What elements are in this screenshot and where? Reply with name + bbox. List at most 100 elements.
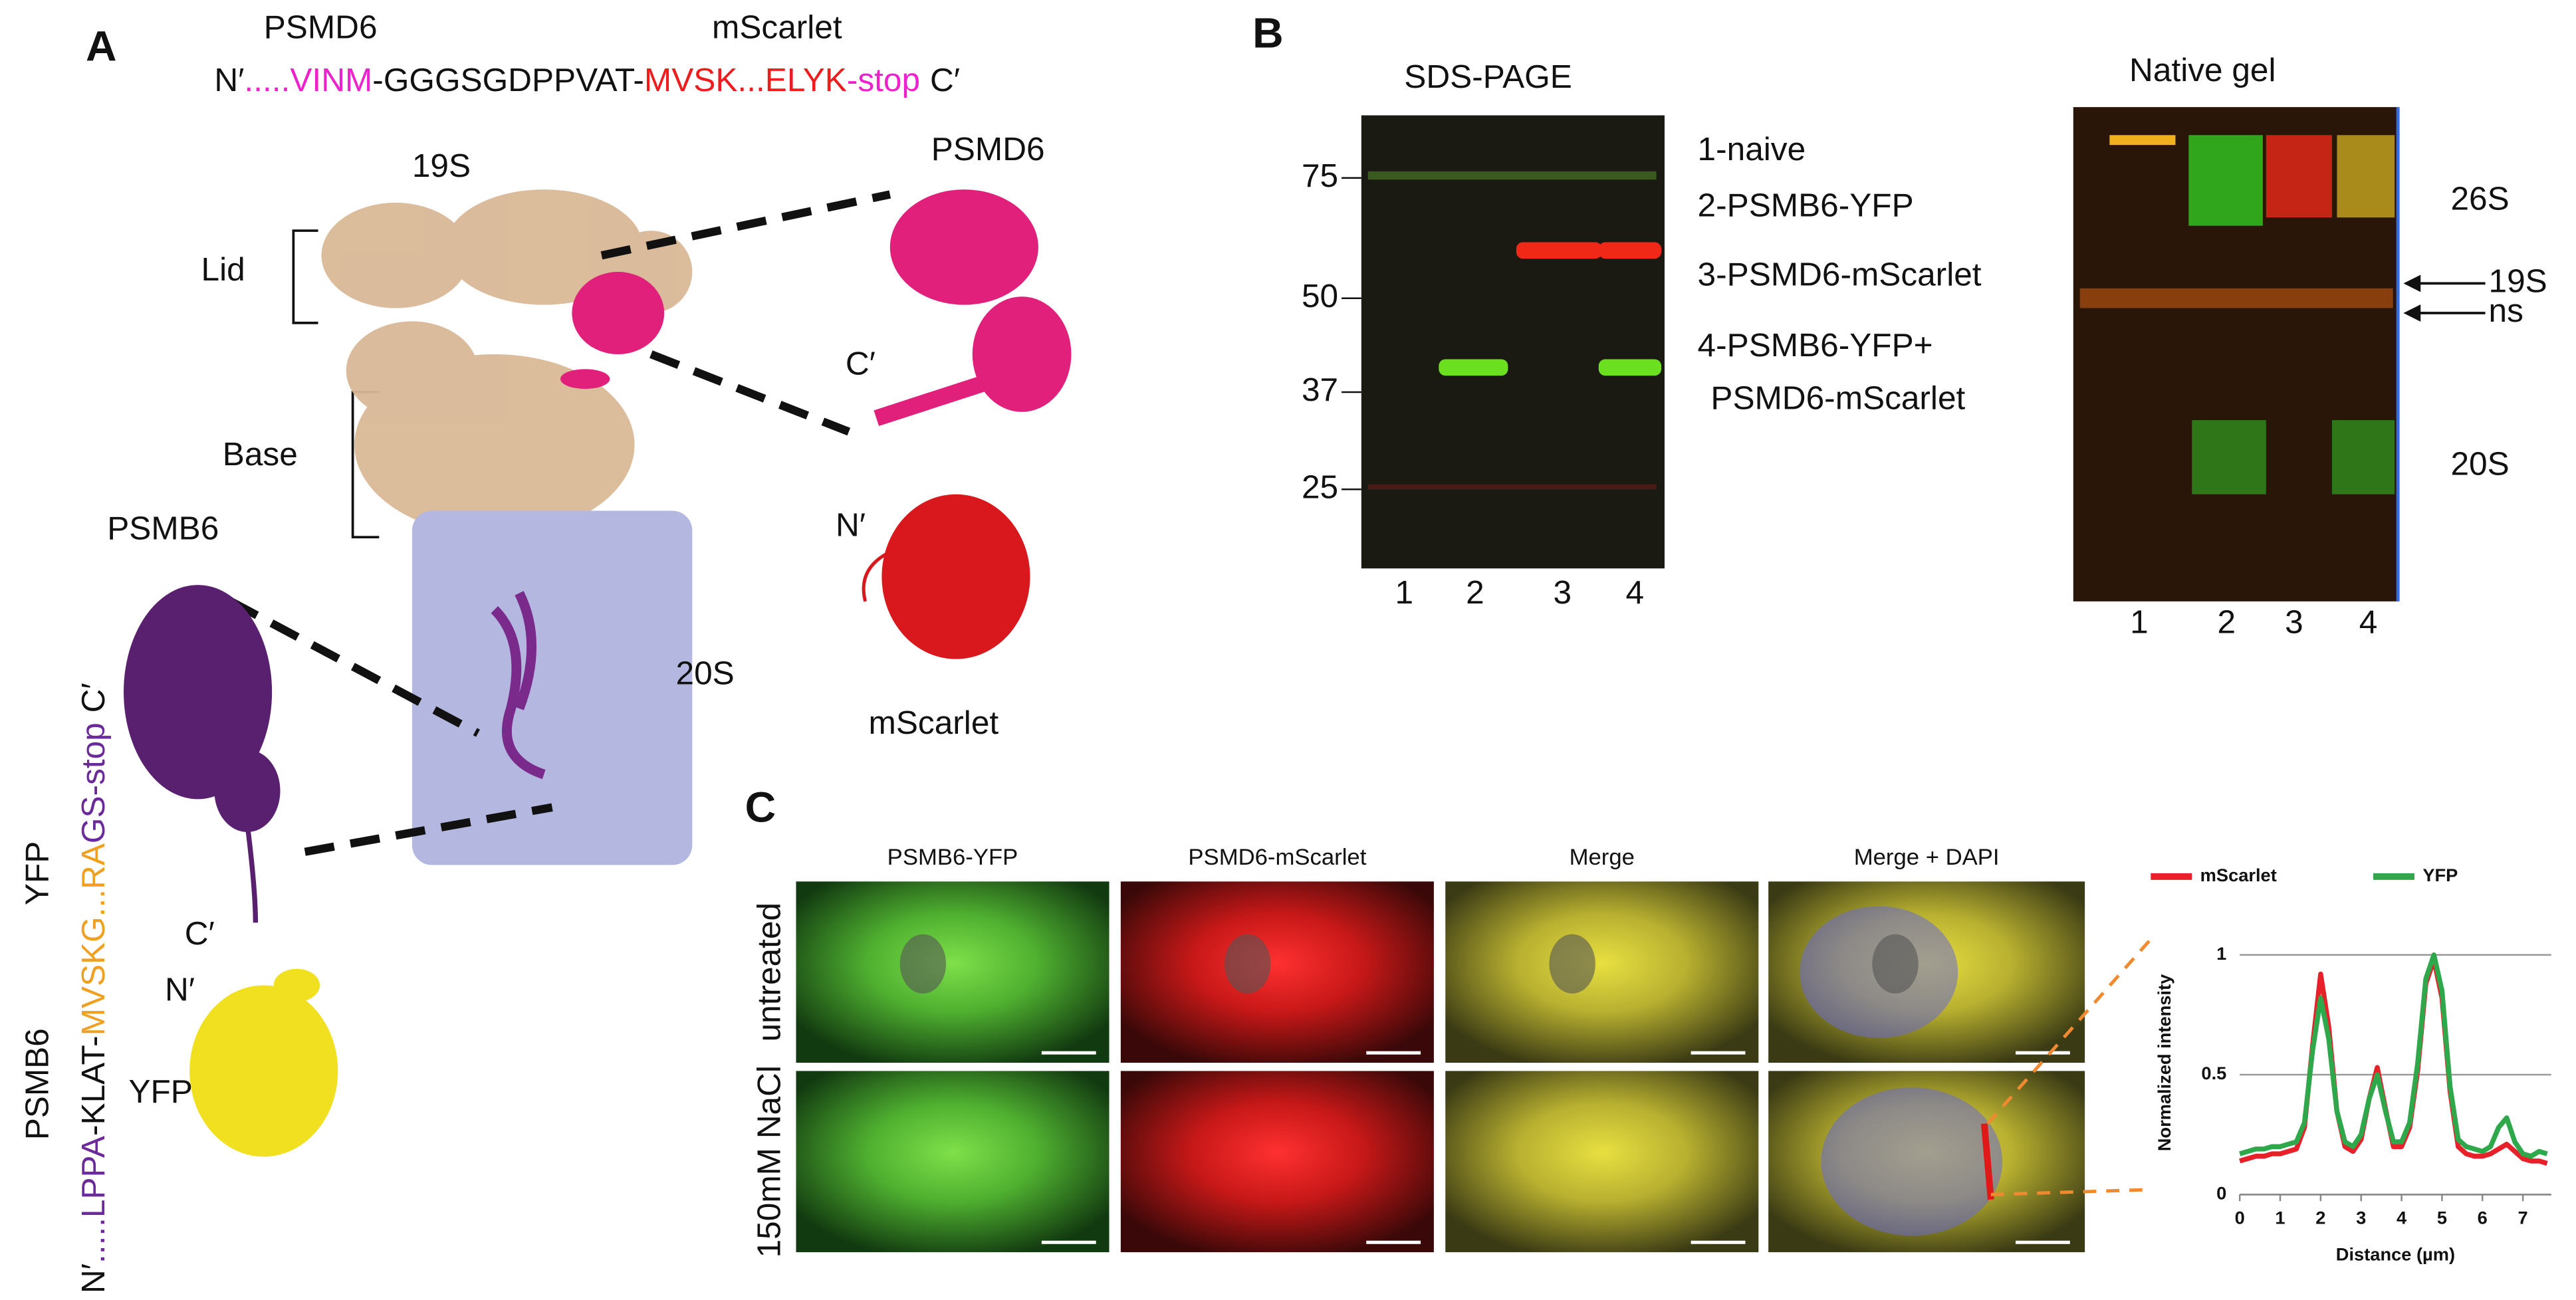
terminus-label: C′ [185, 915, 215, 952]
micrographs [796, 881, 2085, 1253]
shape [214, 749, 281, 832]
seq-part: -GGGSGDPPVAT- [372, 61, 644, 98]
row-label: 150mM NaCl [750, 1065, 787, 1257]
seq-part: -stop [847, 61, 920, 98]
ladder-ticks [1342, 177, 1361, 490]
lane-number: 2 [2218, 603, 2236, 641]
micrograph [796, 1071, 1110, 1253]
band [2109, 135, 2176, 146]
panel-label: B [1252, 9, 1284, 57]
seq-part: .....VINM [244, 61, 372, 98]
shape [321, 202, 470, 308]
line-chart: 0 0.5 1 0 1 2 3 4 5 6 7 Normalized intensity Distanc… [2151, 865, 2551, 1264]
panel-label: A [86, 22, 117, 70]
band [1598, 242, 1662, 259]
dash [304, 803, 553, 856]
complex-label: 19S [412, 147, 471, 184]
seq-part: MVSK...ELYK [644, 61, 847, 98]
y-tick-label: 0 [2216, 1183, 2226, 1204]
y-axis-label: Normalized intensity [2154, 974, 2174, 1151]
band [1516, 242, 1602, 259]
x-tick-label: 4 [2397, 1208, 2407, 1228]
lane-number: 2 [1466, 574, 1484, 611]
shape [881, 494, 1030, 659]
psmd6-in-complex [560, 272, 665, 389]
protein-label: PSMB6 [107, 509, 219, 546]
x-tick-label: 2 [2315, 1208, 2325, 1228]
data-line [2239, 952, 2548, 1159]
lane-number: 1 [1395, 574, 1413, 611]
dash [600, 190, 891, 260]
seq-part: MVSKG...RA [74, 843, 112, 1035]
protein-label: YFP [128, 1073, 192, 1110]
shape [124, 585, 273, 800]
panel-label: C [745, 784, 776, 831]
arrows [2403, 274, 2486, 322]
column-header: Merge [1570, 845, 1635, 870]
structure-19s [321, 189, 693, 536]
micrograph [1120, 1071, 1434, 1253]
seq-part: C′ [930, 61, 960, 98]
x-tick-label: 1 [2275, 1208, 2285, 1228]
lane-number: 1 [2130, 603, 2149, 641]
shape [560, 369, 610, 389]
x-tick-label: 7 [2518, 1208, 2528, 1228]
shape [346, 321, 479, 421]
ladder-label: 75 [1302, 157, 1338, 194]
band [1367, 484, 1657, 490]
micrograph [1445, 1071, 1759, 1253]
x-tick-label: 0 [2235, 1208, 2245, 1228]
shape [445, 189, 643, 305]
data-line [2239, 957, 2548, 1166]
dash [649, 350, 851, 436]
dash [1986, 938, 2153, 1125]
mscarlet-structure [862, 494, 1030, 659]
sds-bands [1367, 171, 1662, 490]
lane-number: 3 [1553, 574, 1572, 611]
shape [189, 985, 338, 1157]
lane-legend: PSMD6-mScarlet [1710, 379, 1965, 417]
lane-legend: 4-PSMB6-YFP+ [1698, 326, 1933, 364]
seq-part: N′ [74, 1263, 112, 1293]
protein-label: PSMD6 [931, 130, 1045, 167]
ladder-label: 50 [1302, 277, 1338, 314]
shape [874, 374, 989, 427]
complex-label: ns [2489, 292, 2523, 329]
band [2188, 135, 2263, 226]
dash [229, 597, 480, 737]
band [1439, 359, 1508, 376]
seq-part: N′ [214, 61, 244, 98]
shape [572, 272, 665, 355]
legend-label: YFP [2422, 865, 2458, 885]
micrograph [796, 881, 1110, 1063]
lane-legend: 1-naive [1698, 130, 1806, 167]
dash [1990, 1188, 2151, 1196]
x-tick-label: 5 [2437, 1208, 2447, 1228]
band [2337, 135, 2395, 218]
band [2332, 420, 2395, 494]
micrograph [1445, 881, 1759, 1063]
nucleolus [1872, 934, 1919, 994]
complex-label: 19S [2489, 262, 2547, 299]
shape [972, 296, 1072, 412]
column-header: PSMB6-YFP [887, 845, 1018, 870]
psmd6-structure [874, 189, 1072, 427]
seq-part: GS-stop [74, 722, 112, 843]
y-tick-label: 0.5 [2201, 1063, 2226, 1083]
x-tick-label: 3 [2356, 1208, 2366, 1228]
region-label: Lid [201, 251, 245, 288]
sequence: N′.....VINM-GGGSGDPPVAT-MVSK...ELYK-stop… [214, 61, 960, 98]
ladder-label: 25 [1302, 468, 1338, 505]
psmb6-in-complex [491, 591, 546, 780]
complex-label: 20S [2450, 445, 2509, 483]
structure-20s [411, 510, 693, 865]
x-axis-label: Distance (µm) [2336, 1244, 2455, 1264]
band [1598, 359, 1662, 376]
row-label: untreated [750, 903, 787, 1042]
gel-title: Native gel [2129, 51, 2276, 88]
lane-legend: 3-PSMD6-mScarlet [1698, 256, 1982, 293]
yfp-structure [189, 968, 338, 1157]
